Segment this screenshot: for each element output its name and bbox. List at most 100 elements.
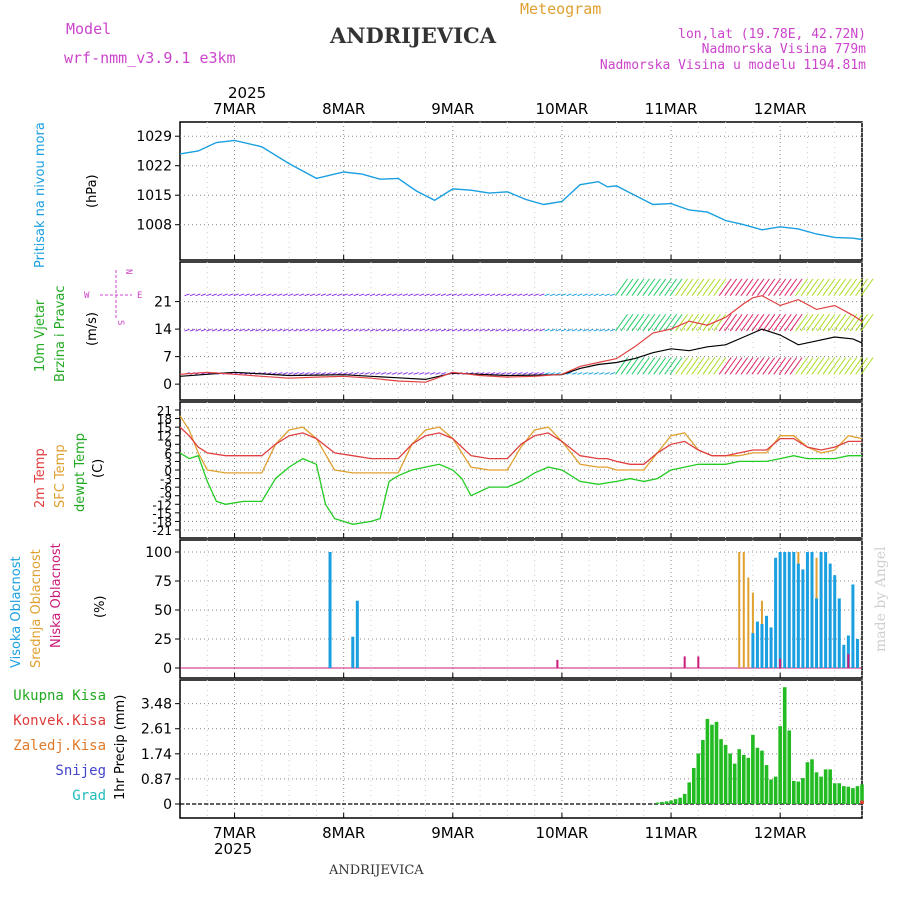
date-label-top: 10MAR [536,100,589,118]
cloud-ytick-label: 100 [145,545,172,561]
wind-barb [435,372,441,375]
wind-barb [353,293,359,297]
wind-barb [860,313,874,332]
wind-barb [729,313,743,332]
wind-barb [849,278,863,296]
precip-ytick-label: 0 [163,797,172,813]
wind-barb [735,313,749,332]
wind-barb [647,313,661,332]
wind-barb [626,357,639,375]
wind-barb [860,357,874,375]
wind-barb [604,372,610,375]
wind-barb [397,328,403,332]
temp-ytick-label: -6 [160,481,172,495]
wind-barb [195,293,201,297]
wind-barb [446,293,452,297]
wind-barb [626,278,639,296]
wind-barb [528,372,534,375]
cloud-high-bar [792,552,796,668]
wind-barb [762,357,776,375]
wind-barb [408,328,414,332]
precip-total-bar [719,739,723,804]
wind-barb [375,372,381,375]
wind-barb [288,372,294,375]
wind-barb [364,293,370,297]
precip-total-bar [678,797,682,804]
wind-barb [495,328,501,332]
wind-barb [413,293,419,297]
wind-barb [315,293,321,297]
cloud-high-bar [815,598,819,668]
wind-barb [740,278,754,296]
wind-barb [429,293,436,297]
wind-barb [364,372,370,375]
wind-barb [358,293,365,297]
cloud-high-bar [328,552,332,668]
wind-barb [380,372,387,375]
wind-barb [718,357,732,375]
temp-ytick-label: 15 [157,421,172,435]
cloud-frame [179,539,863,679]
wind-barb [582,372,588,375]
wind-barb [413,372,419,375]
wind-barb [664,278,678,296]
wind-barb [811,357,825,375]
wind-barb [282,293,288,297]
footer-station: ANDRIJEVICA [328,863,424,878]
wind-barb [724,357,738,375]
precip-total-bar [701,739,705,804]
wind-barb [588,372,594,375]
wind-barb [697,278,710,296]
wind-barb [800,278,814,296]
wind-barb [778,357,792,375]
wind-barb [320,372,327,375]
wind-barb [217,328,223,332]
wind-barb [375,293,381,297]
wind-gust-line [179,295,863,383]
precip-total-bar [805,762,810,804]
wind-barb [838,278,852,296]
wind-barb [435,293,441,297]
cloud-high-bar [796,563,800,668]
wind-barb [424,328,430,332]
wind-barb [707,357,721,375]
temp-ytick-label: -9 [160,490,172,504]
wind-barb [539,372,545,375]
wind-barb [206,328,212,332]
pressure-frame [179,121,863,261]
cloud-high-bar [828,563,832,668]
wind-barb [718,278,732,296]
wind-barb [506,293,512,297]
cloud-mid-bar [738,552,741,668]
wind-barb [473,293,479,297]
wind-barb [424,372,430,375]
wind-barb [549,372,556,375]
wind-barb [795,357,809,375]
wind-barb [636,278,650,296]
wind-barb [184,328,190,332]
wind-barb [522,328,528,332]
wind-barb [855,357,869,375]
wind-barb [189,293,196,297]
wind-barb [686,313,699,332]
wind-barb [495,293,501,297]
wind-barb [582,328,588,332]
wind-ytick-label: 21 [154,295,172,311]
wind-barb [631,313,645,332]
wind-barb [549,328,556,332]
wind-barb [577,372,583,375]
compass-east: E [137,291,142,301]
wind-barb [408,293,414,297]
wind-barb [817,278,830,296]
wind-barb [686,278,699,296]
wind-barb [539,328,545,332]
cloud-high-label: Visoka Oblacnost [9,556,24,668]
wind-barb [506,372,512,375]
model-name: wrf-nmm_v3.9.1 e3km [64,49,236,67]
wind-barb [211,293,217,297]
wind-barb [315,372,321,375]
wind-barb [784,313,798,332]
wind-barb [811,313,825,332]
wind-barb [800,313,814,332]
year-bottom: 2025 [214,840,252,858]
